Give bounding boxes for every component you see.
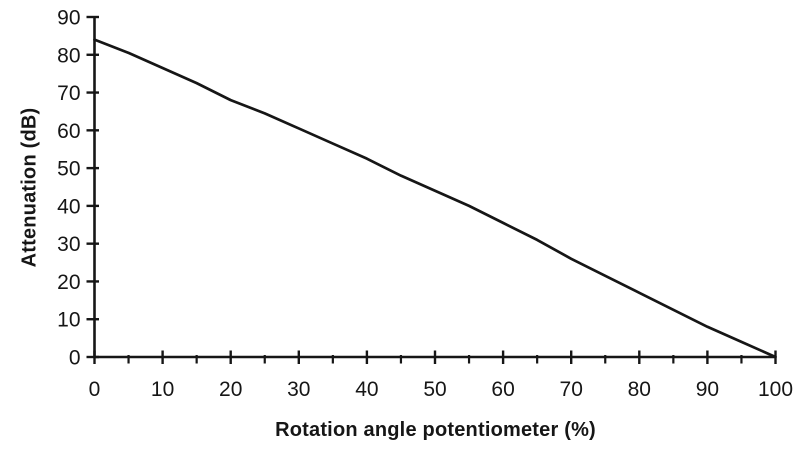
y-tick-label: 70 (57, 82, 80, 105)
x-tick-label: 30 (287, 378, 310, 401)
y-axis-title: Attenuation (dB) (18, 107, 41, 267)
x-tick-label: 80 (628, 378, 651, 401)
x-tick-label: 10 (151, 378, 174, 401)
y-tick-label: 10 (57, 309, 80, 332)
y-tick-label: 90 (57, 7, 80, 30)
x-tick-label: 70 (560, 378, 583, 401)
attenuation-curve (93, 38, 777, 359)
x-axis-title: Rotation angle potentiometer (%) (275, 419, 596, 441)
y-tick-label: 50 (57, 158, 80, 181)
x-tick-label: 90 (696, 378, 719, 401)
x-tick-label: 0 (89, 378, 101, 401)
y-tick-label: 0 (69, 347, 81, 370)
x-tick-label: 100 (758, 378, 793, 401)
x-tick-label: 60 (491, 378, 514, 401)
y-tick-label: 20 (57, 271, 80, 294)
y-axis-title-wrap: Attenuation (dB) (8, 17, 52, 357)
y-tick-label: 30 (57, 233, 80, 256)
x-tick-label: 40 (355, 378, 378, 401)
y-tick-label: 80 (57, 44, 80, 67)
y-tick-label: 60 (57, 120, 80, 143)
x-tick-label: 20 (219, 378, 242, 401)
x-tick-label: 50 (423, 378, 446, 401)
y-tick-label: 40 (57, 195, 80, 218)
